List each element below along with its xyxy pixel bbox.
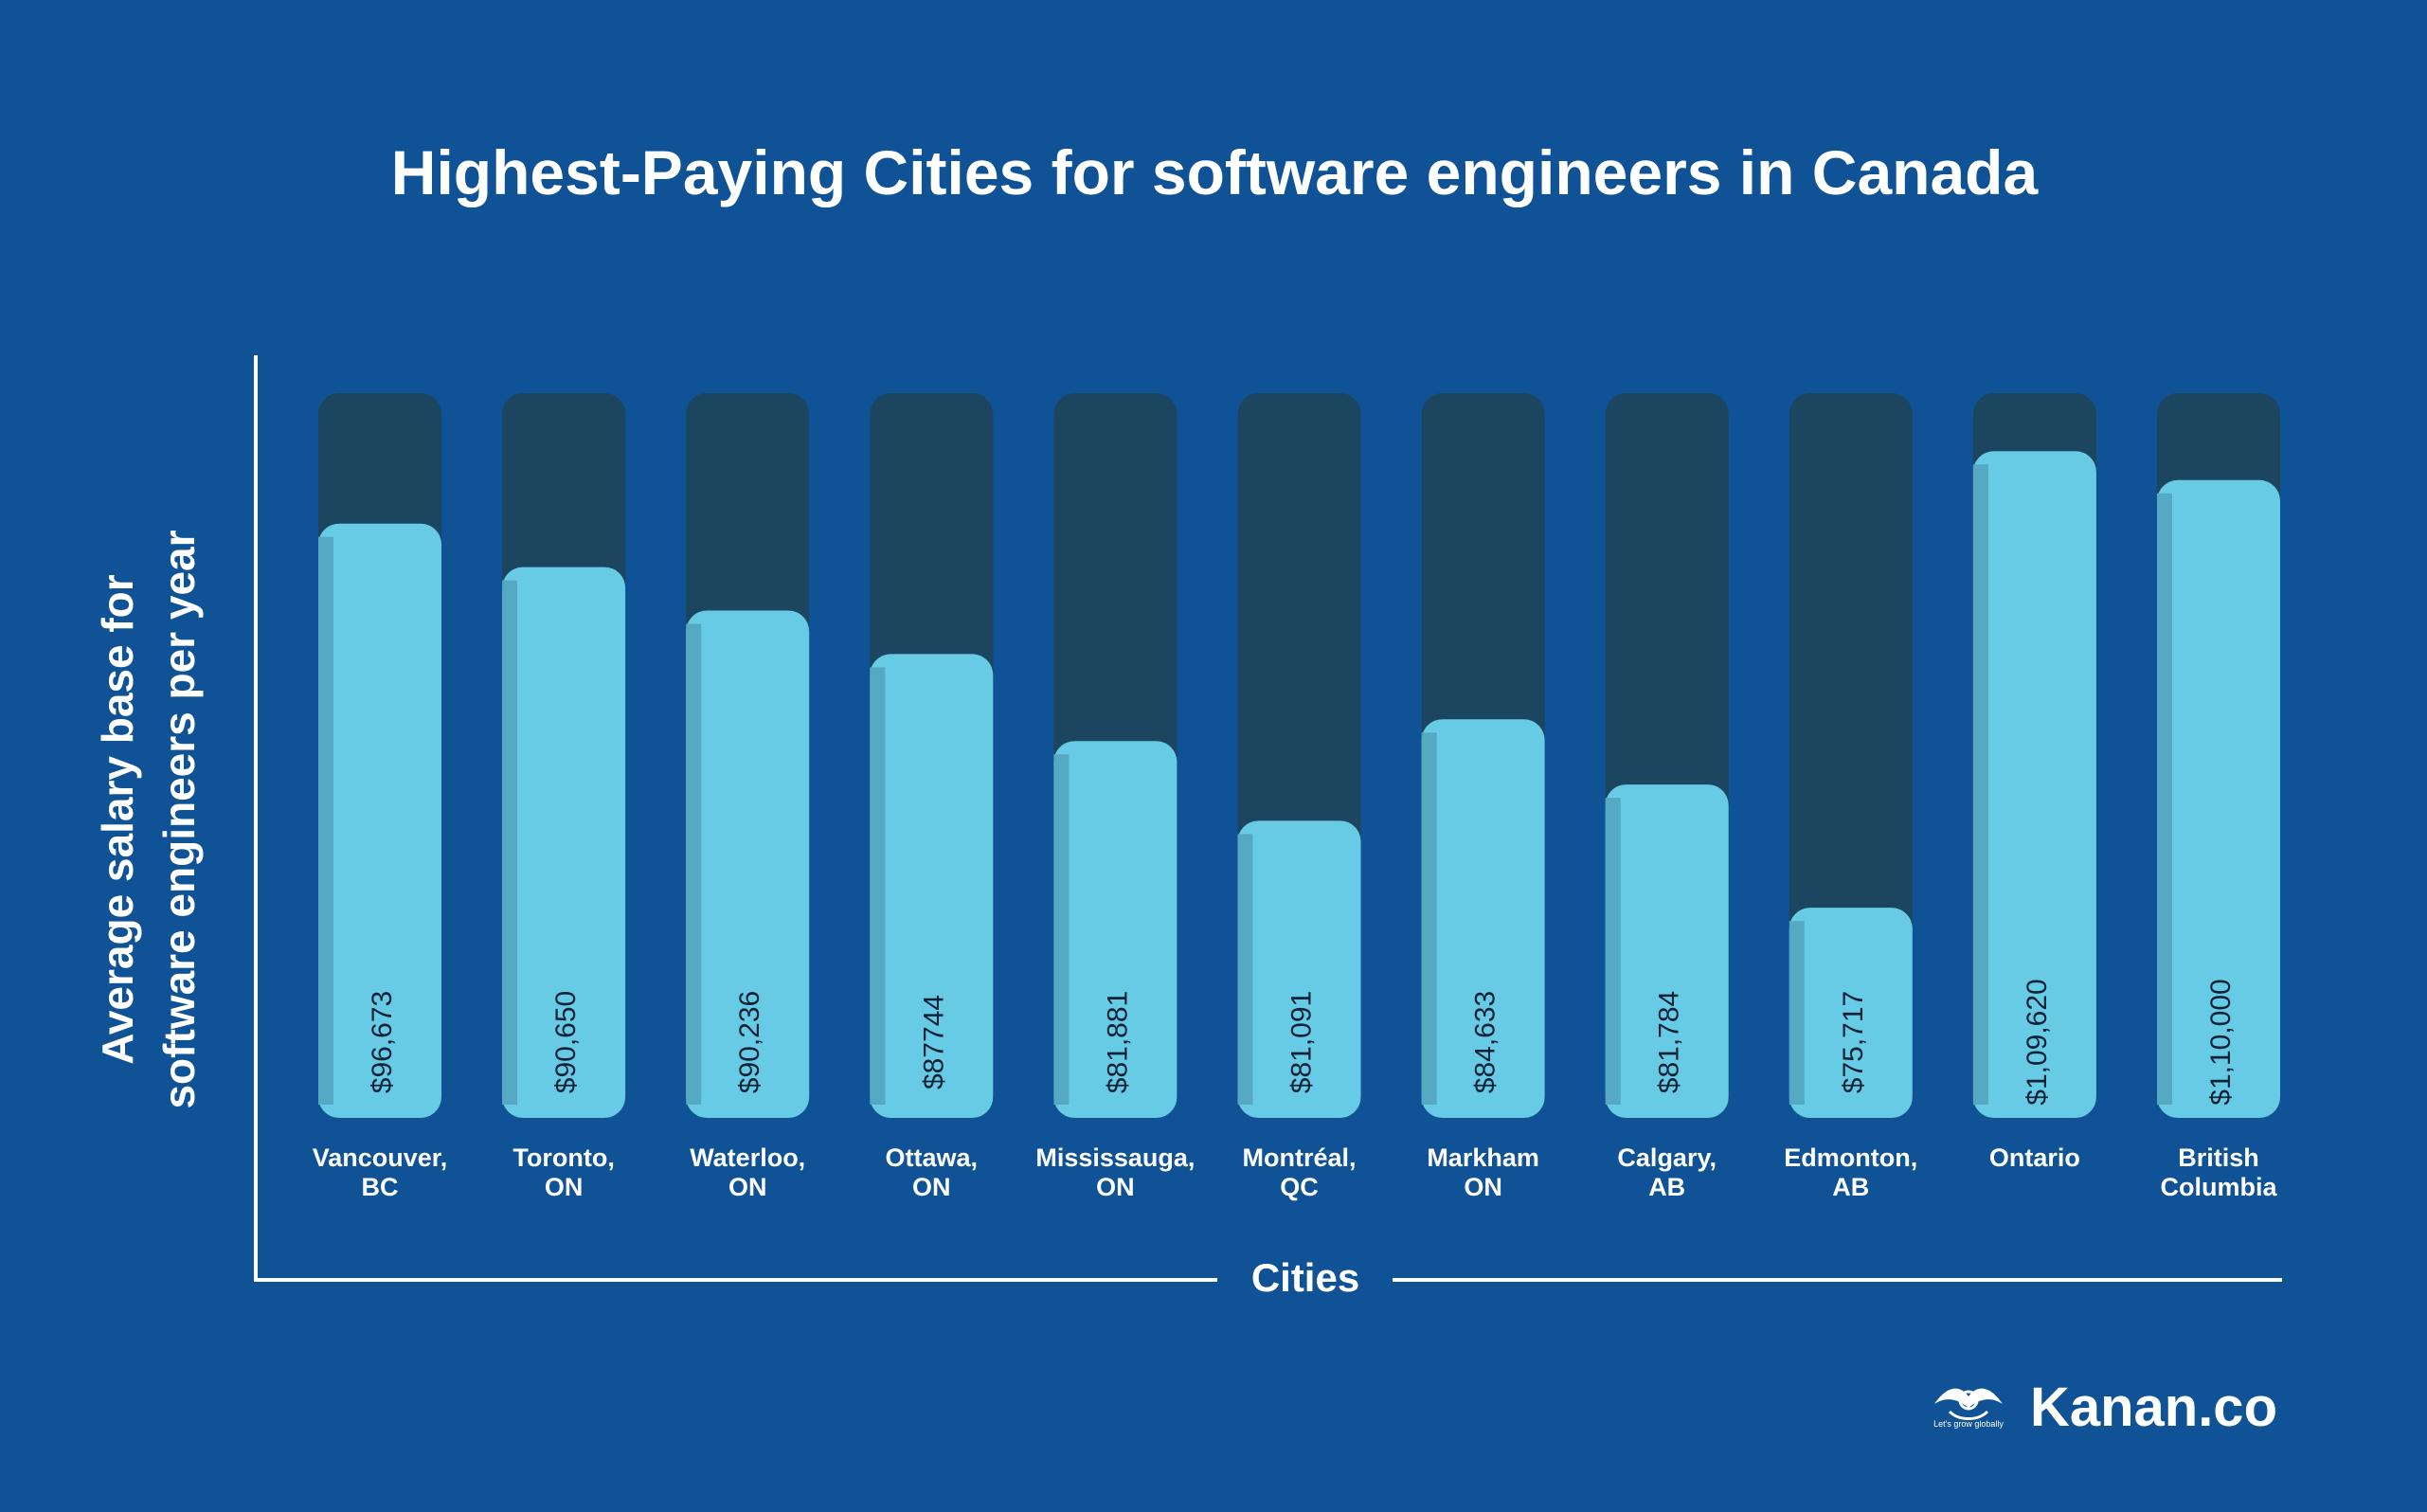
bar-shade xyxy=(870,667,886,1105)
category-label: Edmonton, xyxy=(1784,1143,1917,1172)
category-label: British xyxy=(2178,1143,2259,1172)
bar-shade xyxy=(1421,732,1437,1105)
value-label: $1,10,000 xyxy=(2205,979,2237,1105)
x-axis-label: Cities xyxy=(1251,1255,1359,1300)
bar-7 xyxy=(1605,784,1729,1118)
y-axis-label: Average salary base for software enginee… xyxy=(93,530,204,1108)
bar-5 xyxy=(1237,820,1361,1118)
bar-1 xyxy=(502,567,626,1118)
value-label: $81,881 xyxy=(1102,991,1133,1093)
bar-shade xyxy=(1053,754,1070,1105)
y-axis-label-line1: Average salary base for xyxy=(93,574,142,1064)
value-label: $87744 xyxy=(918,995,949,1089)
category-label: Mississauga, xyxy=(1035,1143,1195,1172)
category-label: AB xyxy=(1832,1173,1869,1201)
bar-2 xyxy=(686,610,810,1118)
bar-shade xyxy=(1789,921,1805,1105)
category-label: ON xyxy=(1464,1173,1502,1201)
category-label: Calgary, xyxy=(1617,1143,1717,1172)
bar-4 xyxy=(1053,741,1178,1118)
bar-shade xyxy=(1605,798,1621,1105)
category-label: ON xyxy=(912,1173,951,1201)
category-label: Markham xyxy=(1427,1143,1539,1172)
category-label: AB xyxy=(1648,1173,1685,1201)
value-label: $96,673 xyxy=(367,991,398,1093)
category-label: BC xyxy=(362,1173,399,1201)
chart-title: Highest-Paying Cities for software engin… xyxy=(391,137,2040,207)
bar-shade xyxy=(1237,834,1253,1105)
bar-shade xyxy=(502,580,518,1105)
category-label: ON xyxy=(728,1173,767,1201)
bar-3 xyxy=(870,654,994,1118)
category-label: Ontario xyxy=(1989,1143,2080,1172)
category-label: Toronto, xyxy=(512,1143,614,1172)
value-label: $75,717 xyxy=(1838,991,1869,1093)
value-label: $84,633 xyxy=(1470,991,1501,1093)
y-axis-label-line2: software engineers per year xyxy=(154,530,204,1108)
bars-group: $96,673Vancouver,BC$90,650Toronto,ON$90,… xyxy=(313,393,2280,1201)
category-label: Waterloo, xyxy=(690,1143,805,1172)
bar-shade xyxy=(1972,464,1988,1105)
bar-8 xyxy=(1789,908,1913,1118)
brand-tagline: Let's grow globally xyxy=(1933,1419,2004,1429)
category-label: Columbia xyxy=(2160,1173,2277,1201)
value-label: $81,091 xyxy=(1286,991,1318,1093)
value-label: $90,236 xyxy=(734,991,765,1093)
category-label: ON xyxy=(545,1173,584,1201)
bar-9 xyxy=(1972,451,2096,1118)
bar-shade xyxy=(2157,493,2172,1105)
bar-10 xyxy=(2157,479,2280,1118)
value-label: $1,09,620 xyxy=(2022,979,2053,1105)
category-label: ON xyxy=(1096,1173,1135,1201)
brand-name: Kanan.co xyxy=(2030,1377,2277,1438)
category-label: Montréal, xyxy=(1242,1143,1356,1172)
category-label: Vancouver, xyxy=(313,1143,448,1172)
category-label: Ottawa, xyxy=(886,1143,979,1172)
bar-shade xyxy=(318,536,333,1105)
bar-shade xyxy=(686,623,702,1105)
value-label: $90,650 xyxy=(550,991,582,1093)
value-label: $81,784 xyxy=(1654,991,1685,1093)
brand-emblem-icon xyxy=(1934,1388,2003,1420)
category-label: QC xyxy=(1280,1173,1319,1201)
brand-logo: Let's grow globally Kanan.co xyxy=(1933,1377,2277,1438)
bar-6 xyxy=(1421,719,1545,1118)
bar-0 xyxy=(318,523,441,1118)
